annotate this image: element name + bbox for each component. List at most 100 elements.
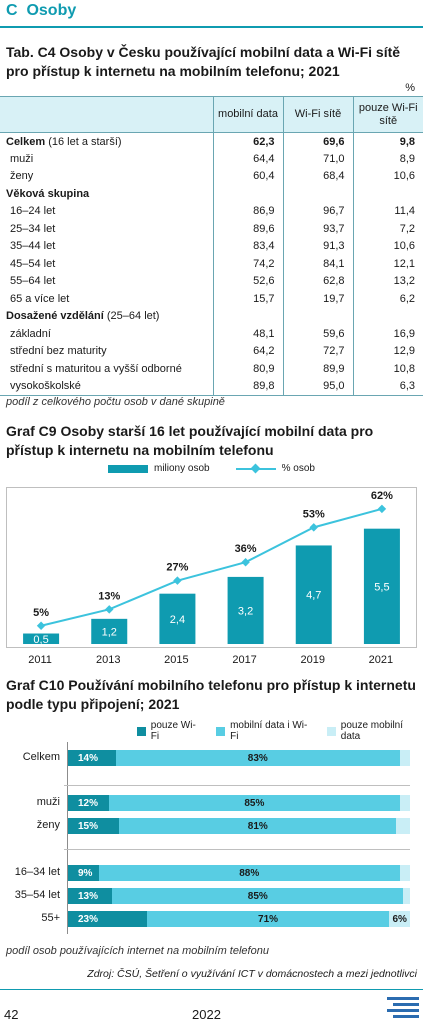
bar-value-label: 3,2 xyxy=(238,605,253,617)
bar-segment xyxy=(399,865,410,881)
section-divider xyxy=(0,26,423,28)
table-cell: 15,7 xyxy=(212,290,283,308)
stacked-bar: 13% 85% xyxy=(68,888,410,904)
table-row-label: muži xyxy=(10,152,34,165)
table-title: Tab. C4 Osoby v Česku používající mobiln… xyxy=(6,44,401,79)
bar-segment: 23% xyxy=(68,911,147,927)
table-cell: 96,7 xyxy=(282,202,353,220)
table-cell: 11,4 xyxy=(352,202,423,220)
table-note: podíl z celkového počtu osob v dané skup… xyxy=(6,396,225,408)
chart-c10-legend: pouze Wi-Fi mobilní data i Wi-Fi pouze m… xyxy=(137,720,423,742)
bar-segment: 6% xyxy=(389,911,410,927)
table-cell: 64,4 xyxy=(212,150,283,168)
source-note: Zdroj: ČSÚ, Šetření o využívání ICT v do… xyxy=(87,968,417,980)
table-header-mobile-data: mobilní data xyxy=(212,96,283,133)
table-row: muži 64,4 71,0 8,9 xyxy=(0,150,423,168)
section-name: Osoby xyxy=(26,2,77,19)
table-cell: 74,2 xyxy=(212,255,283,273)
section-letter: C xyxy=(6,2,18,19)
table-cell: 10,6 xyxy=(352,237,423,255)
percent-marker xyxy=(36,621,46,630)
table-row-label: Dosažené vzdělání (25–64 let) xyxy=(6,310,160,323)
bar-segment xyxy=(399,795,410,811)
percent-label: 62% xyxy=(371,490,393,502)
section-title: C Osoby xyxy=(6,2,76,20)
table-row-label: 45–54 let xyxy=(10,257,56,270)
table-row: základní 48,1 59,6 16,9 xyxy=(0,325,423,343)
bar-segment: 12% xyxy=(68,795,110,811)
table-cell: 86,9 xyxy=(212,202,283,220)
percent-marker xyxy=(309,523,318,532)
chart-c9-plot: 0,5 1,2 2,4 3,2 4,7 5,5 5% 13% 27% 36% 53% 62% xyxy=(23,490,400,646)
table-cell: 8,9 xyxy=(352,150,423,168)
bar-segment: 13% xyxy=(68,888,113,904)
bar-segment xyxy=(399,750,410,766)
bar-segment: 85% xyxy=(112,888,404,904)
legend-label-both: mobilní data i Wi-Fi xyxy=(230,720,308,742)
table-row-label: 35–44 let xyxy=(10,240,56,253)
bar-value-label: 2,4 xyxy=(170,614,185,626)
x-tick-label: 2013 xyxy=(96,654,121,666)
bar-segment: 71% xyxy=(146,911,390,927)
table-body: Celkem (16 let a starší) 62,3 69,6 9,8 muži 6… xyxy=(0,132,423,396)
legend-label-percent: % osob xyxy=(281,463,315,474)
table-cell: 69,6 xyxy=(282,132,353,150)
legend-label-millions: miliony osob xyxy=(154,463,210,474)
table-cell: 89,9 xyxy=(282,360,353,378)
bar-value-label: 1,2 xyxy=(102,626,117,638)
legend-swatch-both xyxy=(216,726,226,736)
table-row-label: Věková skupina xyxy=(6,187,90,200)
table-row: ženy 60,4 68,4 10,6 xyxy=(0,167,423,185)
table-unit: % xyxy=(405,82,415,94)
table-cell: 19,7 xyxy=(282,290,353,308)
bar-value-label: 4,7 xyxy=(306,590,321,602)
legend-swatch-mobile-only xyxy=(327,726,336,736)
csu-logo-icon xyxy=(387,997,419,1018)
table-cell: 9,8 xyxy=(352,132,423,150)
table-header-wifi: Wi-Fi sítě xyxy=(282,96,353,133)
table-row-label: 25–34 let xyxy=(10,222,56,235)
percent-label: 27% xyxy=(166,562,188,574)
bar-2013 xyxy=(91,618,128,644)
table-row: vysokoškolské 89,8 95,0 6,3 xyxy=(0,377,423,396)
percent-line xyxy=(40,507,383,627)
bar-segment: 81% xyxy=(119,818,397,834)
table-cell: 72,7 xyxy=(282,342,353,360)
x-tick-label: 2019 xyxy=(300,654,325,666)
table-header-wifi-only: pouze Wi-Fi sítě xyxy=(352,96,423,133)
footer-divider xyxy=(0,989,423,990)
stacked-bar: 12% 85% xyxy=(68,795,410,811)
chart-c10-title: Graf C10 Používání mobilního telefonu pr… xyxy=(6,677,416,712)
table-cell xyxy=(282,185,353,203)
chart-c10-separator xyxy=(64,849,410,850)
page-number: 42 xyxy=(4,1007,19,1022)
chart-c9-frame: 0,5 1,2 2,4 3,2 4,7 5,5 5% 13% 27% 36% 53% 62% xyxy=(6,487,417,648)
table-row: střední bez maturity 64,2 72,7 12,9 xyxy=(0,342,423,360)
table-cell: 60,4 xyxy=(212,167,283,185)
table-cell: 10,6 xyxy=(352,167,423,185)
bar-2017 xyxy=(227,576,264,644)
legend-label-wifi-only: pouze Wi-Fi xyxy=(150,720,196,742)
percent-marker xyxy=(241,557,250,567)
table-cell: 84,1 xyxy=(282,255,353,273)
category-label: 55+ xyxy=(41,912,60,924)
table-cell: 16,9 xyxy=(352,325,423,343)
chart-c9-title: Graf C9 Osoby starší 16 let používající … xyxy=(6,423,374,458)
table-row-label: základní xyxy=(10,327,51,340)
chart-c10-separator xyxy=(64,785,410,786)
bar-segment: 9% xyxy=(68,865,99,881)
percent-label: 13% xyxy=(98,590,120,602)
table-row-label: Celkem (16 let a starší) xyxy=(6,135,122,148)
table-cell: 10,8 xyxy=(352,360,423,378)
table-cell: 71,0 xyxy=(282,150,353,168)
table-cell: 7,2 xyxy=(352,220,423,238)
publication-year: 2022 xyxy=(192,1007,221,1022)
percent-label: 5% xyxy=(33,607,49,619)
table-cell: 95,0 xyxy=(282,377,353,396)
table-cell: 89,8 xyxy=(212,377,283,396)
table-row: Dosažené vzdělání (25–64 let) xyxy=(0,307,423,325)
table-row: 25–34 let 89,6 93,7 7,2 xyxy=(0,220,423,238)
chart-c9-legend: miliony osob % osob xyxy=(108,463,315,474)
table-row-label: ženy xyxy=(10,170,34,183)
table-cell: 48,1 xyxy=(212,325,283,343)
